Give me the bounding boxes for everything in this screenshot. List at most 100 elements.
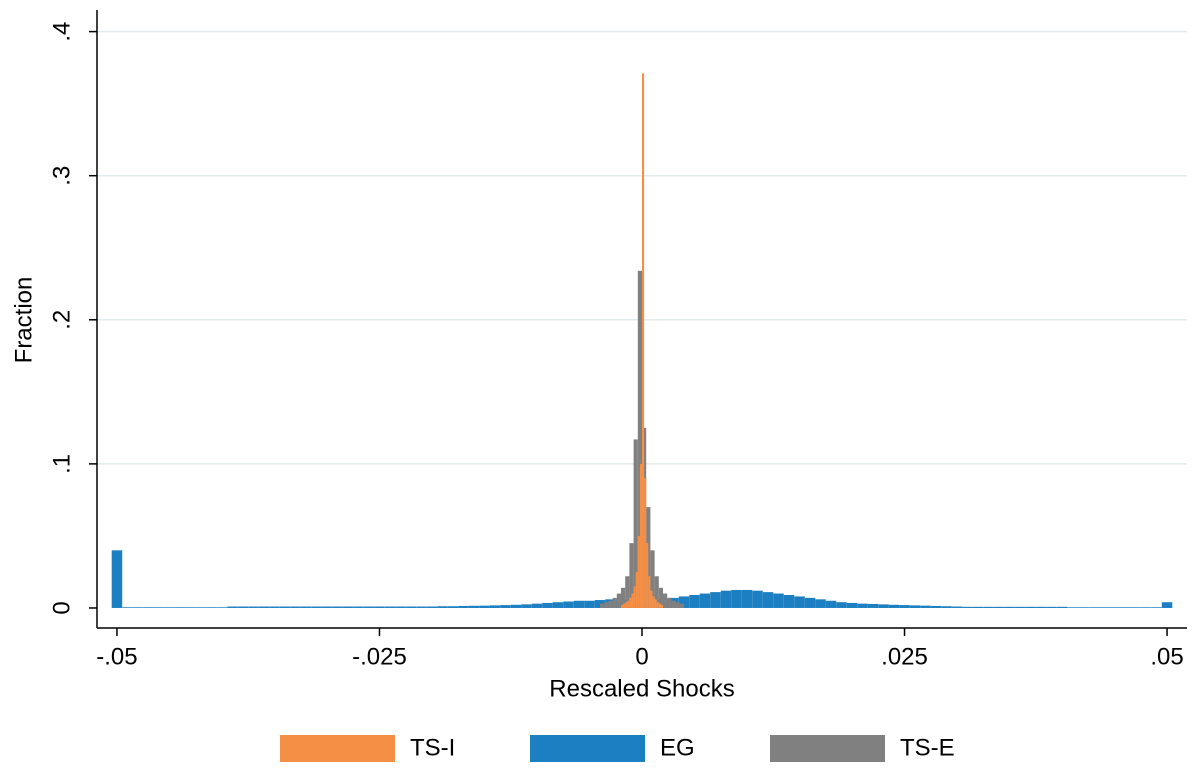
histogram-bar (384, 606, 396, 608)
histogram-bar (479, 605, 490, 608)
histogram-bar (426, 606, 438, 608)
histogram-bar (500, 605, 511, 608)
histogram-bar (941, 606, 952, 608)
histogram-bar (1046, 606, 1057, 608)
histogram-bar (1004, 606, 1015, 608)
histogram-bar (629, 543, 634, 608)
histogram-bar (620, 587, 626, 608)
histogram-bar (269, 606, 280, 608)
histogram-bar (616, 593, 621, 608)
x-axis-label: Rescaled Shocks (549, 675, 734, 702)
histogram-bar (731, 589, 742, 608)
histogram-bar (623, 603, 626, 608)
histogram-bar (667, 597, 672, 608)
histogram-bar (637, 270, 642, 608)
histogram-bar (258, 606, 270, 608)
histogram-bar (972, 606, 984, 608)
histogram-bar (637, 535, 640, 608)
histogram-bar (899, 605, 910, 608)
histogram-bar (143, 607, 154, 608)
histogram-bar (654, 599, 657, 608)
histogram-bar (631, 593, 634, 608)
histogram-bar (689, 595, 700, 608)
legend-swatch (280, 735, 395, 762)
x-tick-label: -.025 (352, 643, 407, 670)
histogram-bar (846, 602, 858, 608)
histogram-bar (206, 607, 217, 608)
histogram-bar (652, 596, 655, 608)
x-tick-label: .05 (1150, 643, 1183, 670)
histogram-bar (642, 73, 645, 608)
legend-label: TS-E (900, 734, 955, 761)
histogram-bar (416, 606, 427, 608)
histogram-bar (650, 550, 655, 608)
histogram-bar (741, 589, 753, 608)
histogram-bar (185, 607, 196, 608)
histogram-bar (531, 603, 543, 608)
histogram-bar (1025, 606, 1036, 608)
histogram-bar (311, 606, 322, 608)
histogram-bar (660, 605, 664, 608)
y-axis-label: Fraction (10, 277, 37, 364)
histogram-bar (111, 550, 123, 608)
histogram-bar (353, 606, 364, 608)
histogram-bar (993, 606, 1005, 608)
histogram-bar (762, 592, 774, 608)
histogram-bar (625, 602, 628, 608)
histogram-bar (521, 604, 532, 608)
histogram-bar (1077, 607, 1089, 608)
histogram-bar (627, 600, 630, 608)
histogram-bar (374, 606, 385, 608)
histogram-bar (1098, 607, 1110, 608)
histogram-bar (332, 606, 343, 608)
histogram-bar (279, 606, 291, 608)
histogram-bar (625, 576, 630, 608)
histogram-bar (650, 590, 653, 608)
histogram-bar (489, 605, 501, 608)
histogram-bar (857, 603, 868, 608)
histogram-bar (1161, 602, 1173, 608)
histogram-bar (675, 602, 680, 608)
histogram-bar (342, 606, 354, 608)
histogram-bar (629, 597, 632, 608)
histogram-bar (363, 606, 375, 608)
x-tick-label: 0 (635, 643, 648, 670)
histogram-bar (710, 592, 721, 608)
histogram-bar (804, 597, 816, 608)
histogram-bar (663, 593, 668, 608)
histogram-bar (290, 606, 301, 608)
histogram-bar (122, 607, 133, 608)
histogram-bar (646, 543, 649, 608)
histogram-bar (658, 603, 661, 608)
histogram-bar (563, 601, 574, 608)
histogram-bar (227, 606, 238, 608)
histogram-bar (573, 600, 585, 608)
histogram-bar (699, 593, 711, 608)
histogram-bar (633, 586, 636, 608)
histogram-bar (983, 606, 994, 608)
histogram-bar (237, 606, 249, 608)
histogram-bar (825, 600, 837, 608)
histogram-bar (658, 587, 664, 608)
x-tick-label: .025 (881, 643, 928, 670)
histogram-bar (644, 478, 647, 608)
histogram-bar (604, 602, 609, 608)
histogram-bar (321, 606, 333, 608)
y-tick-label: .4 (48, 22, 75, 42)
histogram-bar (1119, 607, 1131, 608)
histogram-bar (153, 607, 165, 608)
histogram-bar (635, 571, 638, 608)
histogram-bar (620, 605, 624, 608)
y-tick-label: .3 (48, 166, 75, 186)
histogram-bar (909, 605, 921, 608)
histogram-bar (174, 607, 186, 608)
histogram-bar (1056, 606, 1068, 608)
histogram-bar (195, 607, 207, 608)
histogram-bar (752, 590, 763, 608)
legend-label: TS-I (410, 734, 455, 761)
histogram-bar (584, 600, 595, 608)
histogram-bar (1035, 606, 1047, 608)
histogram-bar (542, 602, 553, 608)
histogram-bar (679, 603, 685, 608)
